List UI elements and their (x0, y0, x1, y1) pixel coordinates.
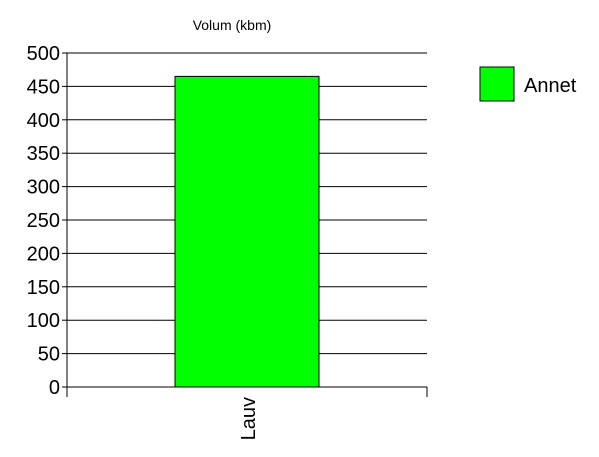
axes (66, 53, 428, 397)
legend-label: Annet (524, 75, 577, 97)
y-tick-label: 0 (49, 377, 60, 399)
bars (174, 75, 320, 388)
bar (174, 75, 320, 388)
chart-title: Volum (kbm) (193, 17, 272, 33)
y-tick-label: 350 (27, 143, 60, 165)
y-tick-label: 50 (38, 344, 60, 366)
y-tick-label: 100 (27, 310, 60, 332)
legend-swatch (479, 66, 515, 102)
y-tick-label: 500 (27, 43, 60, 65)
x-tick-label: Lauv (238, 397, 260, 440)
y-axis-ticks: 0 50 100 150 200 250 300 350 400 450 500 (27, 43, 67, 399)
y-tick-label: 150 (27, 277, 60, 299)
y-tick-label: 450 (27, 76, 60, 98)
y-tick-label: 400 (27, 110, 60, 132)
y-tick-label: 250 (27, 210, 60, 232)
legend: Annet (479, 66, 577, 102)
x-axis-labels: Lauv (238, 397, 260, 440)
y-tick-label: 200 (27, 243, 60, 265)
y-tick-label: 300 (27, 177, 60, 199)
